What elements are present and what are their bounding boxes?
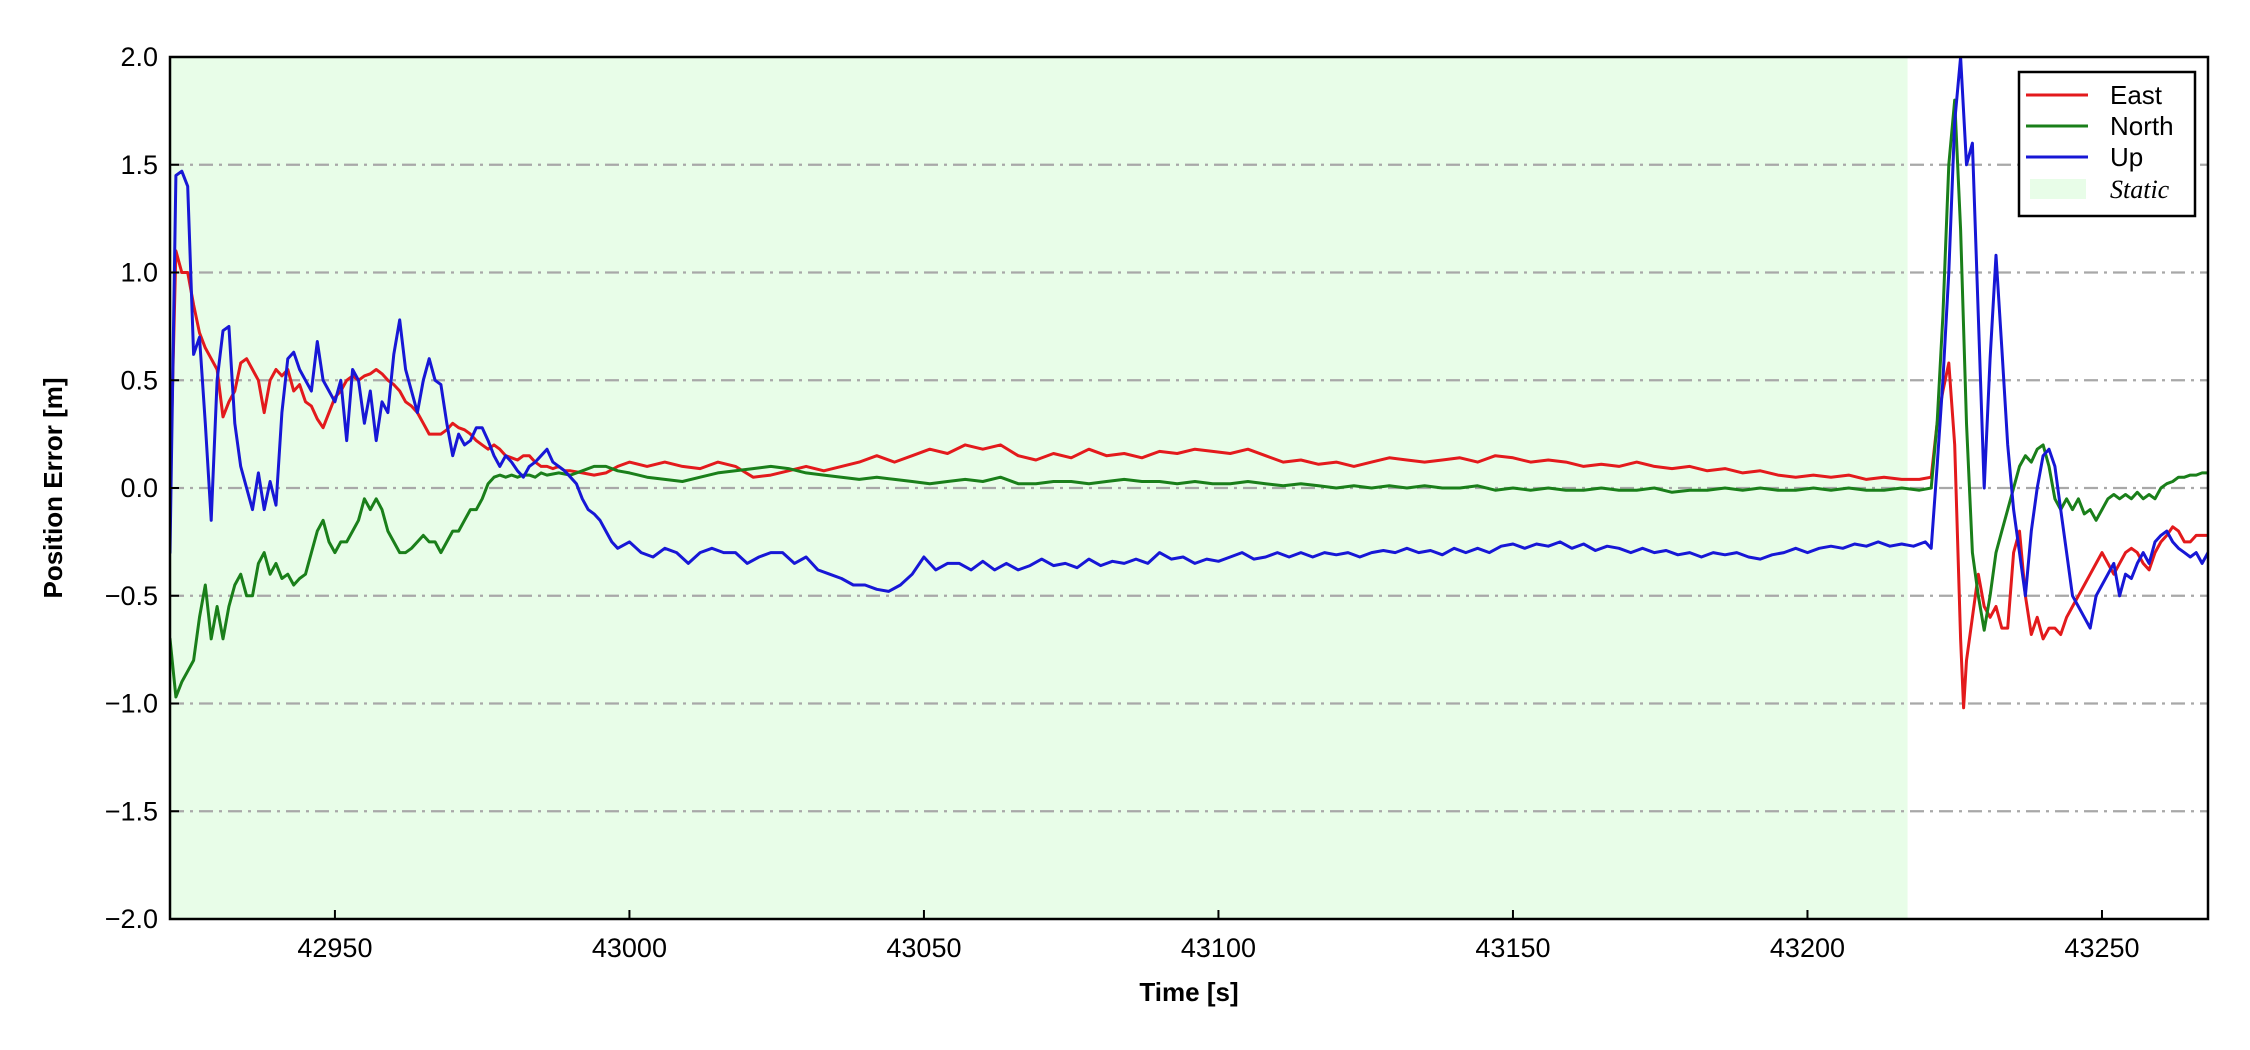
y-tick-label: −2.0 bbox=[105, 904, 158, 934]
x-tick-label: 43150 bbox=[1475, 933, 1550, 963]
x-axis-label: Time [s] bbox=[1139, 977, 1238, 1007]
legend-label-up: Up bbox=[2110, 142, 2143, 172]
tick-layer: 42950 43000 43050 43100 43150 43200 43250 2.0 1.… bbox=[105, 42, 2140, 963]
y-tick-label: 1.5 bbox=[120, 150, 158, 180]
y-tick-label: −0.5 bbox=[105, 581, 158, 611]
static-region bbox=[170, 57, 1908, 919]
static-region-layer bbox=[170, 57, 1908, 919]
legend-label-static: Static bbox=[2110, 175, 2170, 204]
y-tick-label: 0.5 bbox=[120, 365, 158, 395]
legend-label-north: North bbox=[2110, 111, 2174, 141]
x-tick-label: 43000 bbox=[592, 933, 667, 963]
y-tick-label: −1.5 bbox=[105, 796, 158, 826]
grid-layer bbox=[170, 163, 2208, 813]
series-line-up bbox=[170, 57, 2208, 630]
y-tick-label: −1.0 bbox=[105, 689, 158, 719]
x-tick-label: 43250 bbox=[2064, 933, 2139, 963]
y-axis-label: Position Error [m] bbox=[38, 377, 68, 598]
y-tick-label: 2.0 bbox=[120, 42, 158, 72]
legend-label-east: East bbox=[2110, 80, 2163, 110]
x-tick-label: 43200 bbox=[1770, 933, 1845, 963]
y-tick-label: 0.0 bbox=[120, 473, 158, 503]
series-line-north bbox=[170, 98, 2208, 699]
x-tick-label: 43050 bbox=[886, 933, 961, 963]
y-tick-label: 1.0 bbox=[120, 258, 158, 288]
legend: East North Up Static bbox=[2017, 70, 2197, 218]
x-tick-label: 42950 bbox=[297, 933, 372, 963]
series-layer bbox=[170, 57, 2208, 710]
x-tick-label: 43100 bbox=[1181, 933, 1256, 963]
legend-swatch-static bbox=[2030, 179, 2086, 199]
